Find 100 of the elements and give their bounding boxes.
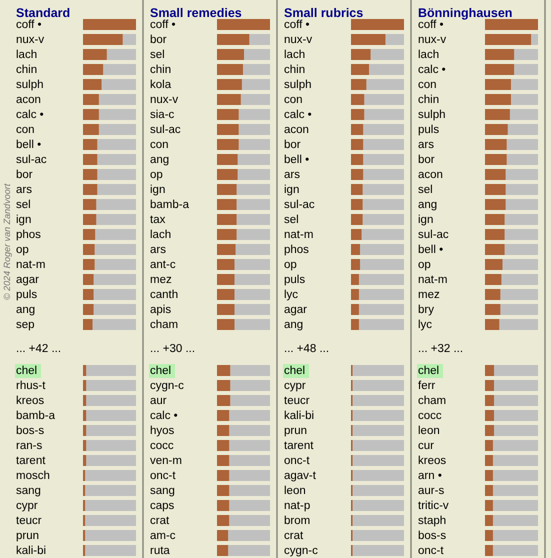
y-tick-label: calc •	[150, 410, 178, 422]
y-tick-label: prun	[16, 530, 40, 542]
y-tick-label: am-c	[150, 530, 176, 542]
y-tick-label: sel	[418, 184, 433, 196]
y-tick-label: cur	[418, 440, 434, 452]
y-tick-label: ars	[16, 184, 32, 196]
y-tick-label: puls	[418, 124, 440, 136]
y-tick-label: calc •	[284, 109, 312, 121]
chart-title: Bönninghausen	[418, 6, 512, 20]
y-tick-label: sul-ac	[150, 124, 181, 136]
y-tick-label: coff •	[16, 19, 42, 31]
y-tick-label: teucr	[284, 395, 310, 407]
y-tick-label: ... +30 ...	[150, 343, 196, 355]
y-tick-label: sep	[16, 319, 35, 331]
y-tick-label: con	[284, 94, 303, 106]
y-tick-label: crat	[284, 530, 304, 542]
y-tick-label: acon	[284, 124, 309, 136]
y-tick-label: bell •	[418, 244, 444, 256]
y-tick-label: cygn-c	[150, 380, 184, 392]
y-tick-label: cham	[418, 395, 446, 407]
y-tick-label: puls	[16, 289, 38, 301]
y-tick-label: tarent	[16, 455, 46, 467]
y-tick-label: nat-m	[16, 259, 46, 271]
y-tick-label: onc-t	[418, 545, 444, 557]
y-tick-label: leon	[418, 425, 440, 437]
y-tick-label: nux-v	[150, 94, 178, 106]
y-tick-label: acon	[16, 94, 41, 106]
y-tick-label: chin	[16, 64, 38, 76]
y-tick-label: ars	[150, 244, 166, 256]
y-tick-label: crat	[150, 515, 170, 527]
y-tick-label: nat-p	[284, 500, 310, 512]
y-tick-label: sang	[16, 485, 41, 497]
y-tick-label: onc-t	[284, 455, 310, 467]
y-tick-label: cypr	[284, 380, 306, 392]
y-tick-label: ang	[16, 304, 36, 316]
y-tick-label: chel	[284, 365, 306, 377]
y-tick-label: caps	[150, 500, 175, 512]
y-tick-label: cocc	[418, 410, 442, 422]
text: © 2024 Roger van Zandvoort	[2, 183, 12, 300]
y-tick-label: agav-t	[284, 470, 317, 482]
y-tick-label: bor	[16, 169, 33, 181]
y-tick-label: lyc	[418, 319, 432, 331]
y-tick-label: agar	[284, 304, 308, 316]
y-tick-label: chin	[418, 94, 440, 106]
y-tick-label: sulph	[418, 109, 446, 121]
y-tick-label: sul-ac	[16, 154, 47, 166]
y-tick-label: ars	[418, 139, 434, 151]
y-tick-label: nat-m	[284, 229, 314, 241]
y-tick-label: ang	[418, 199, 438, 211]
y-tick-label: cham	[150, 319, 178, 331]
y-tick-label: sia-c	[150, 109, 175, 121]
y-tick-label: sel	[284, 214, 299, 226]
y-tick-label: sel	[16, 199, 31, 211]
y-tick-label: bor	[418, 154, 435, 166]
y-tick-label: con	[150, 139, 169, 151]
y-tick-label: tax	[150, 214, 166, 226]
y-tick-label: ... +48 ...	[284, 343, 330, 355]
y-tick-label: coff •	[284, 19, 310, 31]
y-tick-label: arn •	[418, 470, 442, 482]
y-tick-label: bos-s	[16, 425, 44, 437]
y-tick-label: nux-v	[418, 34, 446, 46]
y-tick-label: hyos	[150, 425, 175, 437]
y-tick-label: rhus-t	[16, 380, 46, 392]
y-tick-label: sel	[150, 49, 165, 61]
y-tick-label: ant-c	[150, 259, 176, 271]
y-tick-label: aur-s	[418, 485, 444, 497]
y-tick-label: chin	[150, 64, 172, 76]
y-tick-label: onc-t	[150, 470, 176, 482]
y-tick-label: ign	[150, 184, 166, 196]
y-tick-label: lach	[150, 229, 172, 241]
y-tick-label: chel	[418, 365, 440, 377]
y-tick-label: ign	[284, 184, 300, 196]
y-tick-label: chin	[284, 64, 306, 76]
y-tick-label: chel	[150, 365, 172, 377]
y-tick-label: agar	[16, 274, 40, 286]
y-tick-label: bos-s	[418, 530, 446, 542]
y-tick-label: ... +42 ...	[16, 343, 62, 355]
y-tick-label: kali-bi	[16, 545, 46, 557]
y-tick-label: op	[150, 169, 163, 181]
y-tick-label: prun	[284, 425, 308, 437]
y-tick-label: tarent	[284, 440, 314, 452]
y-tick-label: bry	[418, 304, 434, 316]
y-tick-label: sul-ac	[418, 229, 449, 241]
y-tick-label: op	[284, 259, 297, 271]
y-tick-label: con	[16, 124, 35, 136]
y-tick-label: bamb-a	[16, 410, 56, 422]
y-tick-label: mez	[150, 274, 172, 286]
y-tick-label: ferr	[418, 380, 436, 392]
y-tick-label: nat-m	[418, 274, 448, 286]
y-tick-label: sul-ac	[284, 199, 315, 211]
y-tick-label: lyc	[284, 289, 298, 301]
y-tick-label: ran-s	[16, 440, 42, 452]
y-tick-label: op	[418, 259, 431, 271]
y-tick-label: ruta	[150, 545, 170, 557]
y-tick-label: kreos	[16, 395, 44, 407]
y-tick-label: calc •	[418, 64, 446, 76]
y-tick-label: ang	[284, 319, 304, 331]
y-tick-label: sang	[150, 485, 175, 497]
y-tick-label: kali-bi	[284, 410, 314, 422]
y-tick-label: bamb-a	[150, 199, 190, 211]
